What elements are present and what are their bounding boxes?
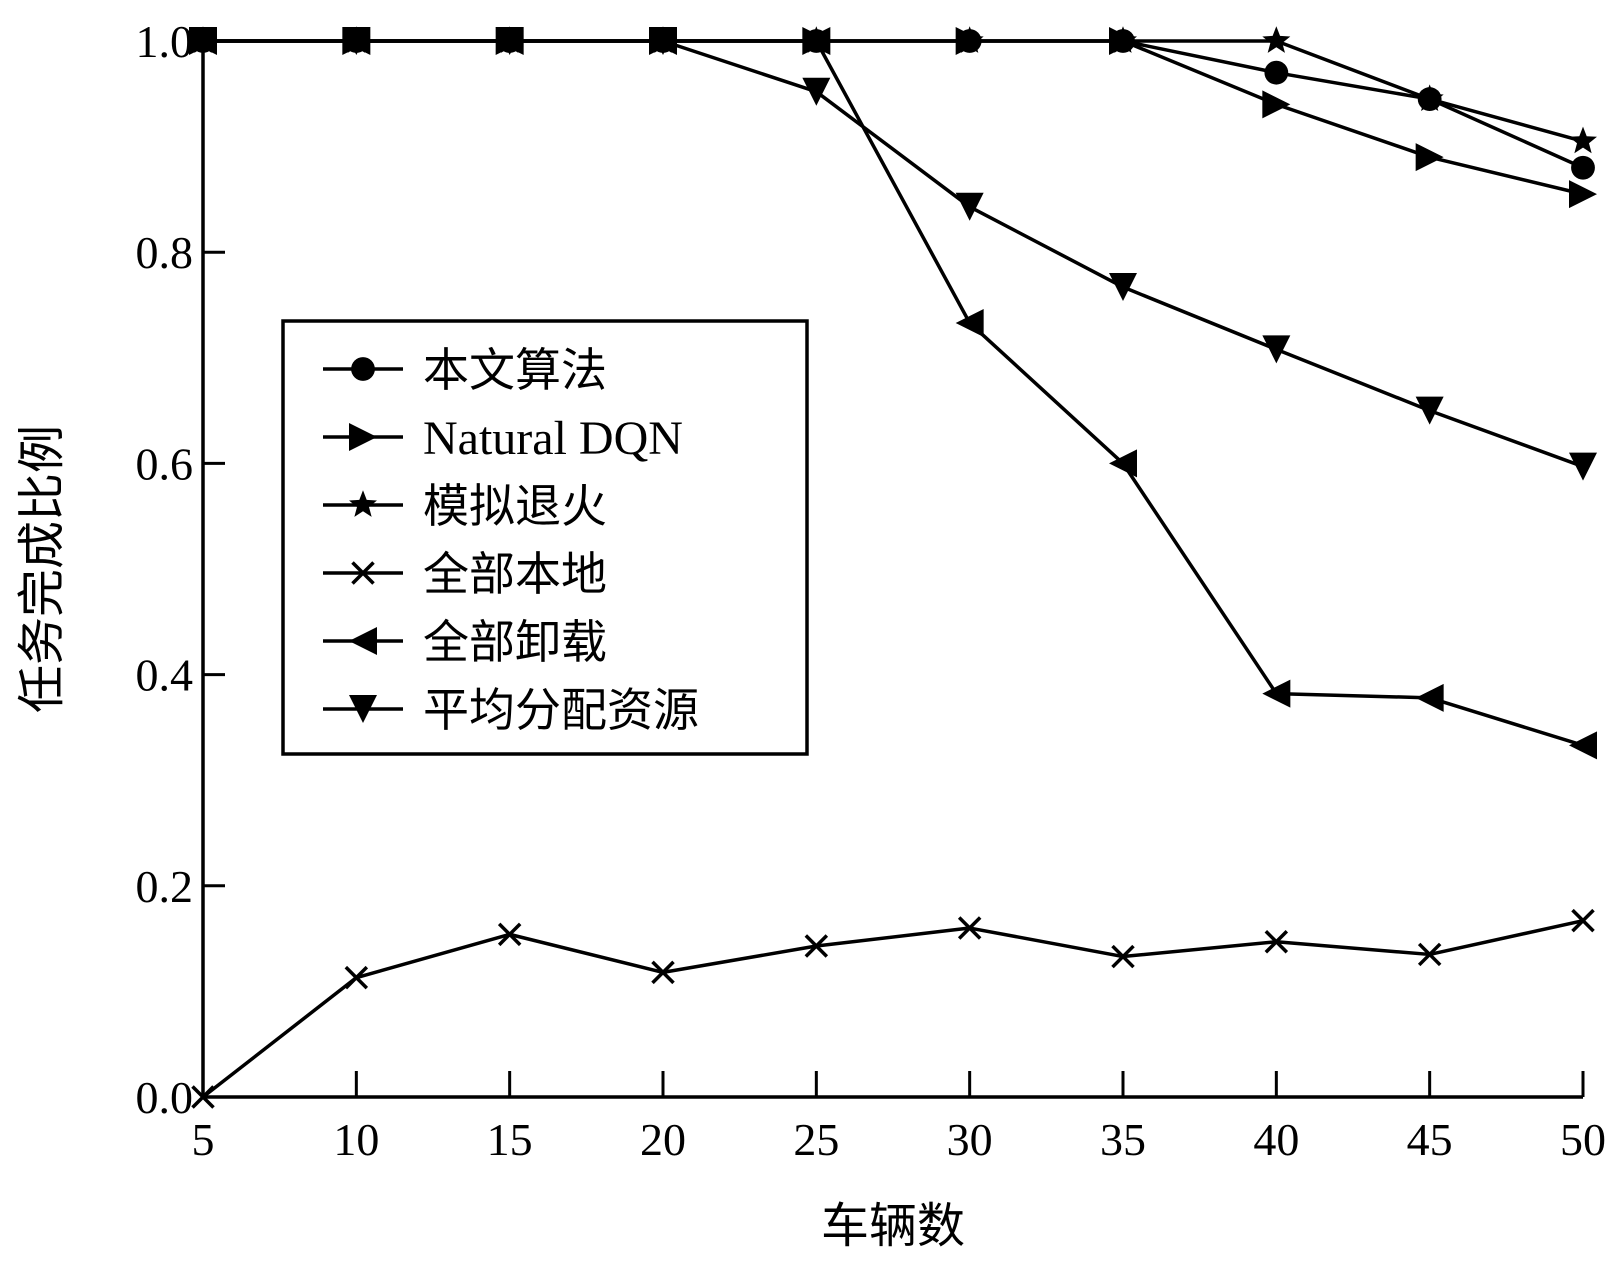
x-tick-label: 40 (1253, 1114, 1299, 1165)
data-point (1109, 449, 1137, 478)
legend-label: 模拟退火 (423, 479, 607, 533)
series-5 (189, 27, 1597, 481)
series-layer (189, 26, 1597, 1109)
y-tick-label: 0.4 (136, 650, 194, 701)
y-axis-label: 任务完成比例 (14, 425, 70, 713)
x-tick-label: 15 (487, 1114, 533, 1165)
series-line (203, 39, 1584, 469)
legend-marker (351, 357, 375, 381)
legend-item: Natural DQN (323, 412, 683, 465)
data-point (651, 960, 675, 985)
data-point (1111, 944, 1135, 969)
legend-marker (349, 627, 377, 655)
legend-label: 全部卸载 (423, 615, 607, 669)
y-tick-label: 0.0 (136, 1072, 194, 1123)
data-point (1569, 180, 1597, 209)
y-tick-label: 0.6 (136, 438, 194, 489)
data-point (804, 934, 829, 958)
x-tick-label: 5 (192, 1114, 215, 1165)
data-point (802, 27, 831, 55)
data-point (1569, 452, 1597, 481)
x-tick-label: 50 (1560, 1114, 1606, 1165)
data-point (1415, 143, 1444, 172)
legend-label: Natural DQN (423, 412, 683, 465)
x-axis-label: 车辆数 (821, 1198, 965, 1254)
y-tick-label: 1.0 (136, 16, 194, 67)
series-0 (191, 29, 1595, 180)
legend-item: 本文算法 (323, 343, 607, 397)
data-point (1569, 126, 1597, 154)
x-tick-label: 25 (793, 1114, 839, 1165)
y-tick-label: 0.2 (136, 861, 194, 912)
legend-marker (349, 423, 377, 451)
x-tick-label: 30 (947, 1114, 993, 1165)
data-point (955, 192, 984, 221)
data-point (649, 27, 677, 55)
data-point (1417, 942, 1442, 967)
legend-item: 全部卸载 (323, 615, 607, 669)
data-point (344, 965, 369, 990)
series-3 (191, 908, 1595, 1109)
legend-label: 本文算法 (423, 343, 607, 397)
legend-label: 全部本地 (423, 547, 607, 601)
data-point (495, 27, 524, 55)
data-point (1415, 396, 1444, 425)
data-point (1415, 683, 1444, 712)
x-tick-label: 20 (640, 1114, 686, 1165)
data-point (1264, 60, 1289, 85)
legend-item: 全部本地 (323, 547, 607, 601)
data-point (802, 77, 831, 106)
series-line (201, 918, 1584, 1099)
data-point (1264, 930, 1289, 954)
series-line (203, 39, 1584, 196)
data-point (342, 27, 371, 55)
data-point (191, 1085, 215, 1109)
legend-marker (349, 695, 377, 723)
data-point (955, 26, 984, 53)
axes: 5 10 15 20 25 30 35 40 45 50 0.0 0.2 0.4 0.6 0.8 1.0 (136, 16, 1607, 1165)
data-point (497, 922, 522, 947)
data-point (189, 27, 217, 55)
legend-item: 模拟退火 (323, 479, 607, 533)
data-point (1262, 90, 1291, 119)
data-point (1415, 84, 1444, 111)
data-point (1262, 26, 1291, 53)
data-point (1262, 679, 1291, 708)
legend-marker (351, 561, 375, 585)
y-tick-label: 0.8 (136, 227, 194, 278)
data-point (1571, 908, 1595, 933)
x-tick-label: 10 (333, 1114, 379, 1165)
legend-marker (349, 490, 377, 517)
data-point (1109, 273, 1137, 302)
data-point (1571, 155, 1595, 180)
data-point (1262, 335, 1291, 364)
x-tick-label: 35 (1100, 1114, 1146, 1165)
legend-box (281, 319, 809, 756)
data-point (955, 308, 984, 337)
data-point (1109, 26, 1137, 53)
data-point (1569, 731, 1597, 760)
legend-item: 平均分配资源 (323, 683, 699, 737)
legend-label: 平均分配资源 (423, 683, 699, 737)
data-point (957, 916, 982, 940)
x-tick-label: 45 (1407, 1114, 1453, 1165)
